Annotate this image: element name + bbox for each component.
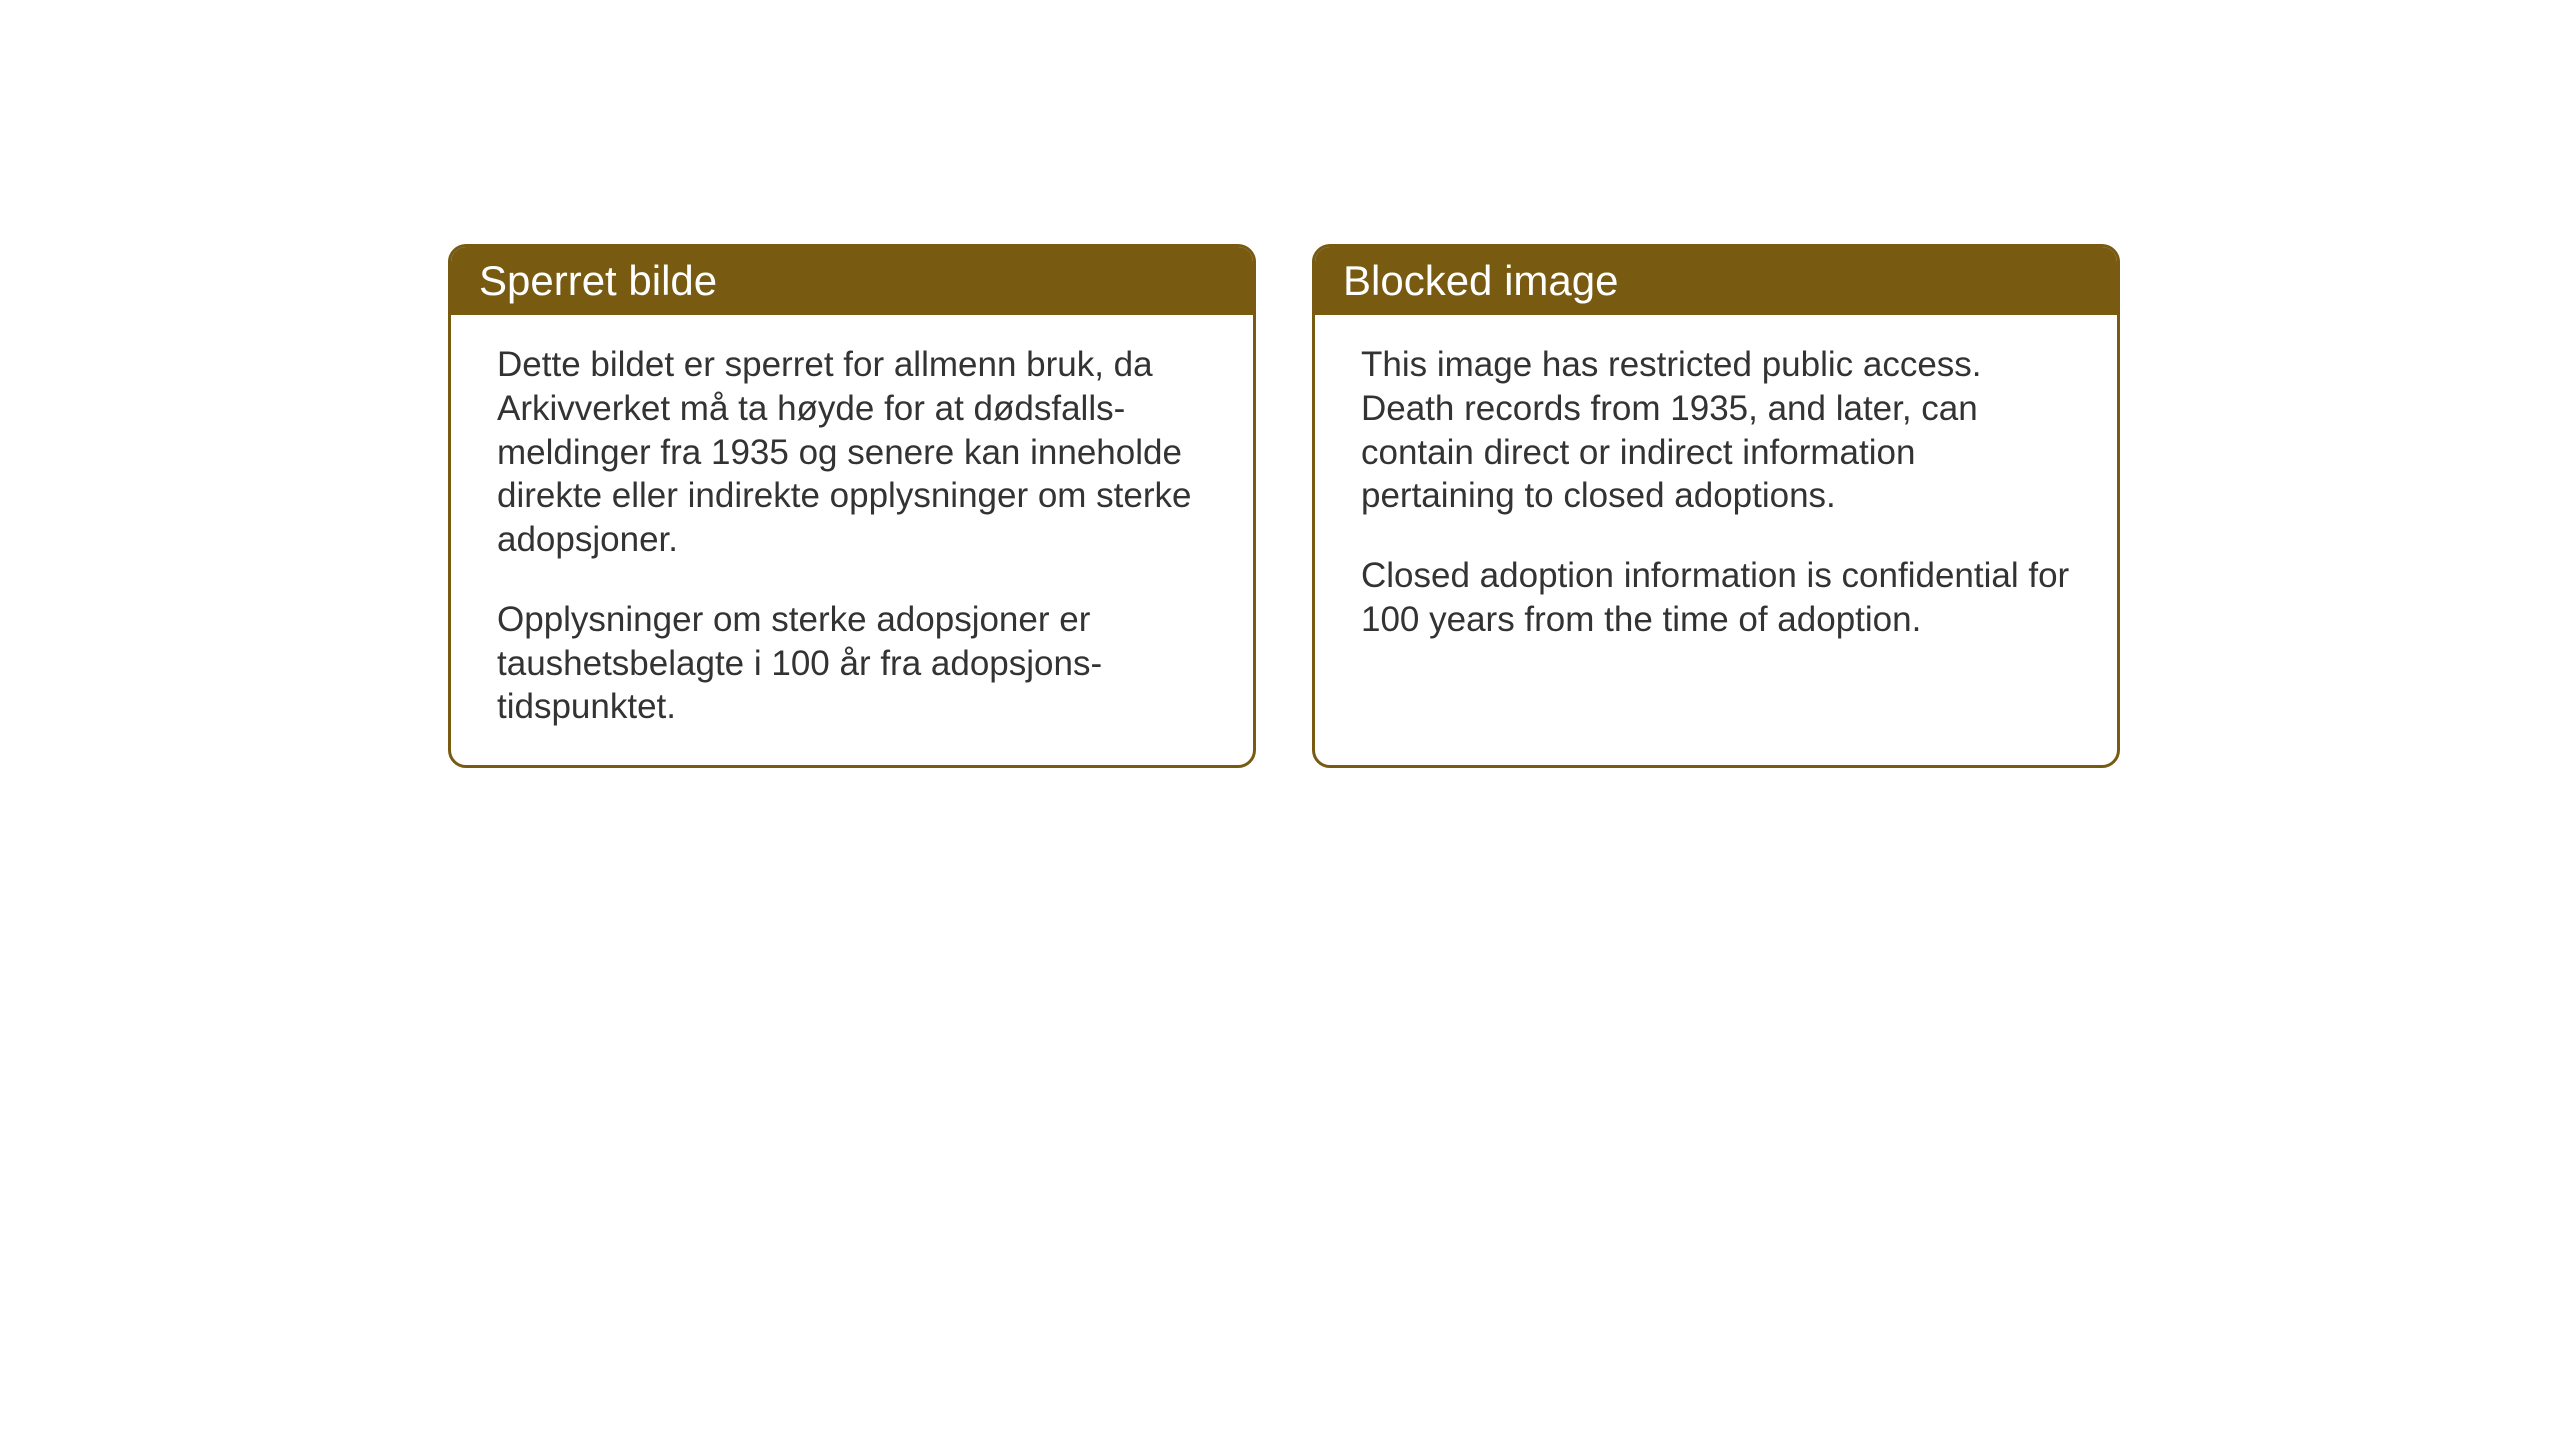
card-paragraph-norwegian-1: Dette bildet er sperret for allmenn bruk…	[497, 343, 1207, 562]
card-body-norwegian: Dette bildet er sperret for allmenn bruk…	[451, 315, 1253, 765]
card-body-english: This image has restricted public access.…	[1315, 315, 2117, 715]
card-paragraph-norwegian-2: Opplysninger om sterke adopsjoner er tau…	[497, 598, 1207, 729]
card-header-english: Blocked image	[1315, 247, 2117, 315]
card-header-norwegian: Sperret bilde	[451, 247, 1253, 315]
card-title-norwegian: Sperret bilde	[479, 257, 717, 304]
notice-card-english: Blocked image This image has restricted …	[1312, 244, 2120, 768]
notice-container: Sperret bilde Dette bildet er sperret fo…	[448, 244, 2120, 768]
card-title-english: Blocked image	[1343, 257, 1618, 304]
notice-card-norwegian: Sperret bilde Dette bildet er sperret fo…	[448, 244, 1256, 768]
card-paragraph-english-1: This image has restricted public access.…	[1361, 343, 2071, 518]
card-paragraph-english-2: Closed adoption information is confident…	[1361, 554, 2071, 642]
